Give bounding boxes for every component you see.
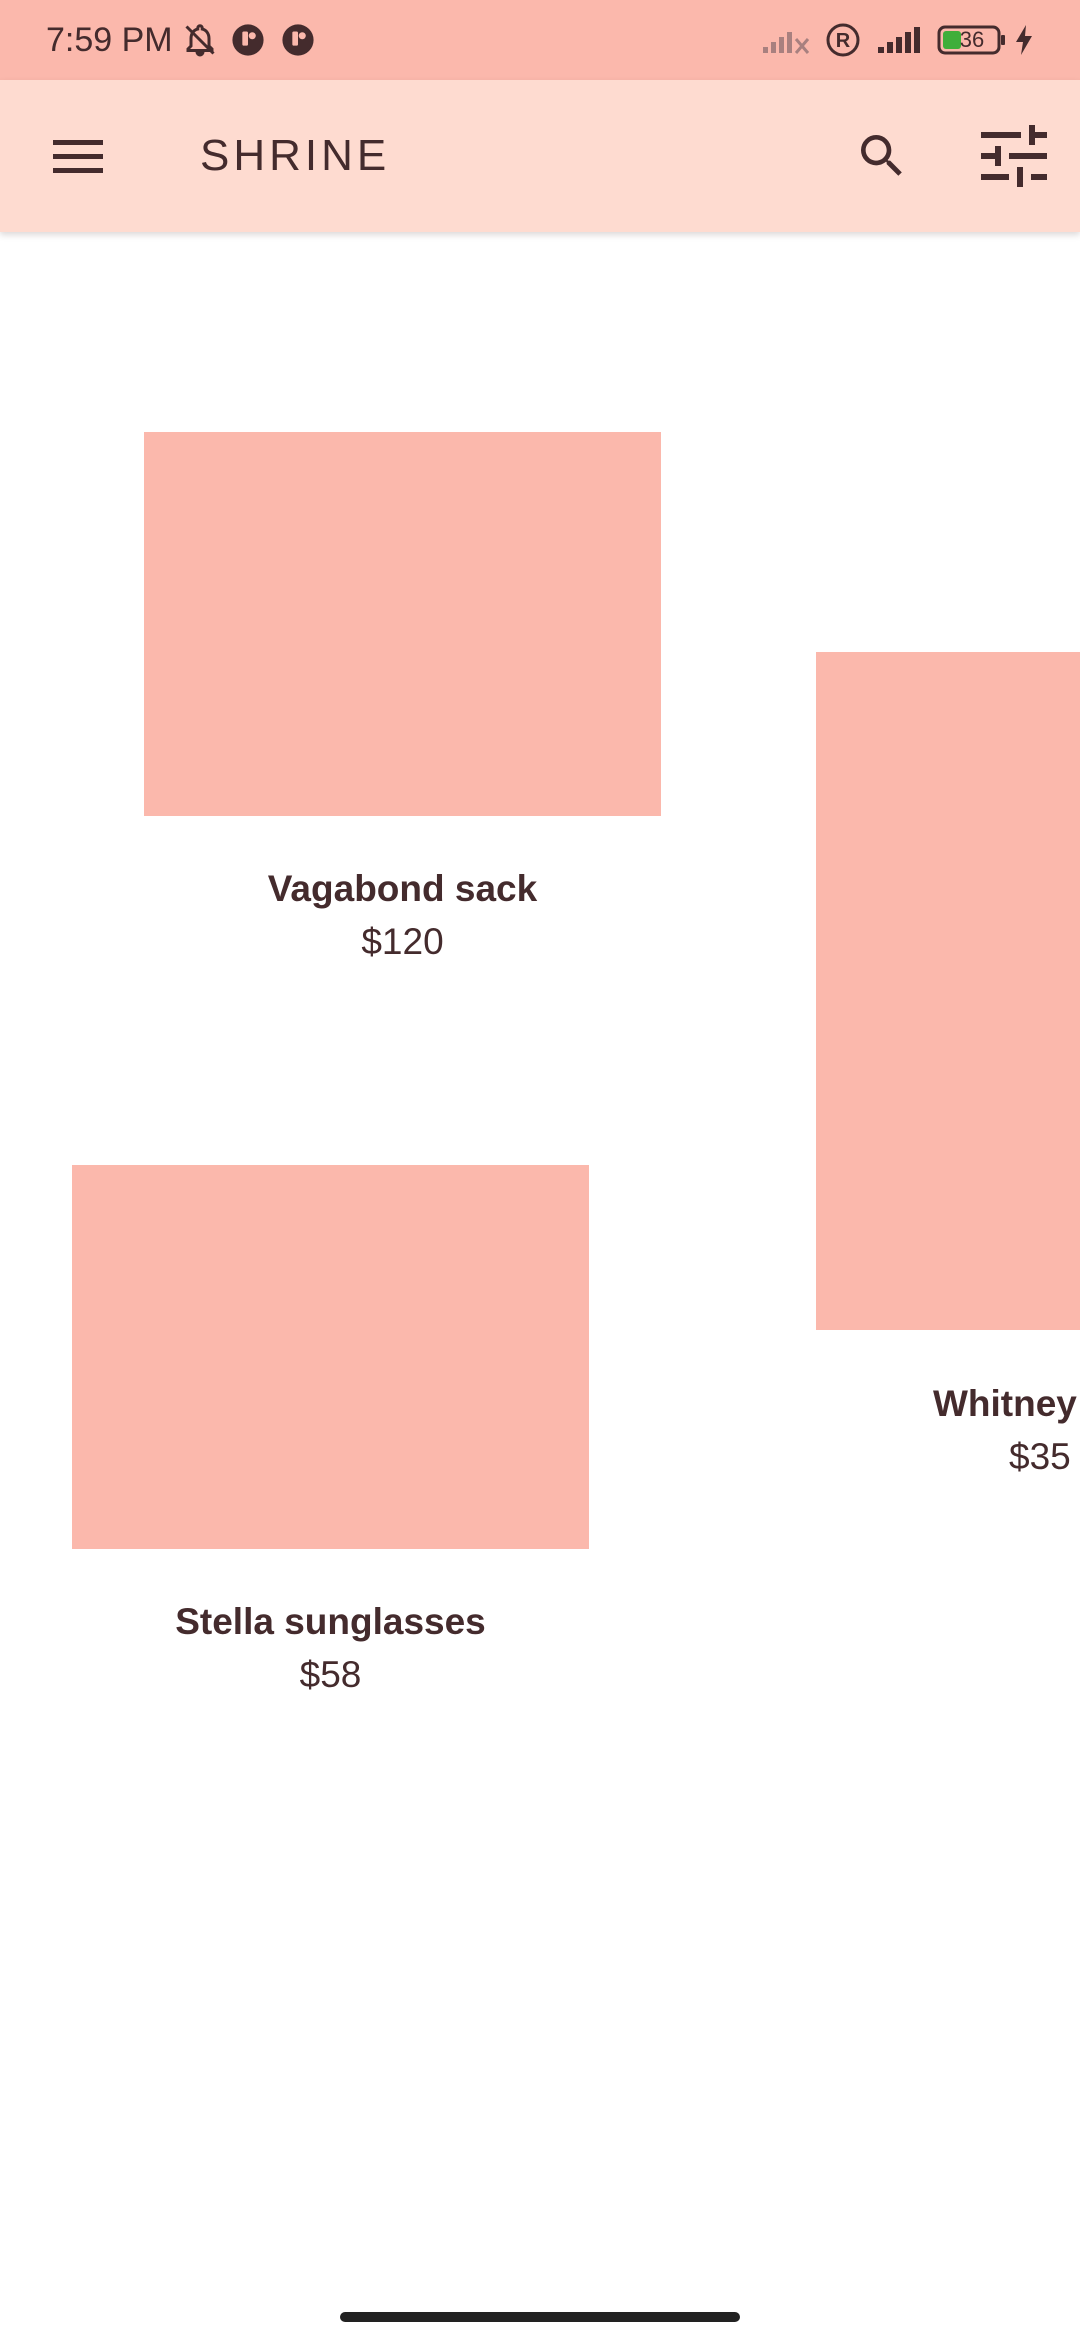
product-name: Stella sunglasses bbox=[175, 1601, 486, 1642]
battery-icon bbox=[936, 0, 1008, 80]
bell-off-icon bbox=[178, 0, 222, 80]
signal-no-service-icon bbox=[760, 0, 812, 80]
menu-icon bbox=[53, 140, 103, 173]
search-icon bbox=[861, 135, 902, 176]
roaming-icon: R bbox=[822, 0, 864, 80]
signal-icon bbox=[874, 0, 926, 80]
tune-icon bbox=[981, 125, 1047, 187]
product-image[interactable] bbox=[72, 1165, 589, 1549]
product-price: $58 bbox=[299, 1654, 362, 1695]
status-time: 7:59 PM bbox=[46, 21, 173, 59]
product-image[interactable] bbox=[144, 432, 661, 816]
product-price: $35 bbox=[1009, 1436, 1071, 1477]
product-price: $120 bbox=[361, 921, 444, 962]
product-name: Vagabond sack bbox=[267, 868, 538, 909]
svg-text:R: R bbox=[836, 30, 851, 52]
product-image[interactable] bbox=[816, 652, 1080, 1330]
product-name: Whitney bbox=[933, 1383, 1077, 1424]
menu-button[interactable] bbox=[28, 80, 128, 232]
notification-app-icon bbox=[278, 0, 318, 80]
filter-button[interactable] bbox=[964, 80, 1064, 232]
app-title: SHRINE bbox=[200, 131, 391, 180]
search-button[interactable] bbox=[832, 80, 932, 232]
status-bar: 7:59 PM bbox=[0, 0, 1080, 80]
battery-level: 36 bbox=[959, 27, 985, 52]
notification-app-icon bbox=[228, 0, 268, 80]
charging-icon bbox=[1010, 0, 1038, 80]
home-indicator[interactable] bbox=[340, 2312, 740, 2322]
top-app-bar: SHRINE bbox=[0, 80, 1080, 232]
